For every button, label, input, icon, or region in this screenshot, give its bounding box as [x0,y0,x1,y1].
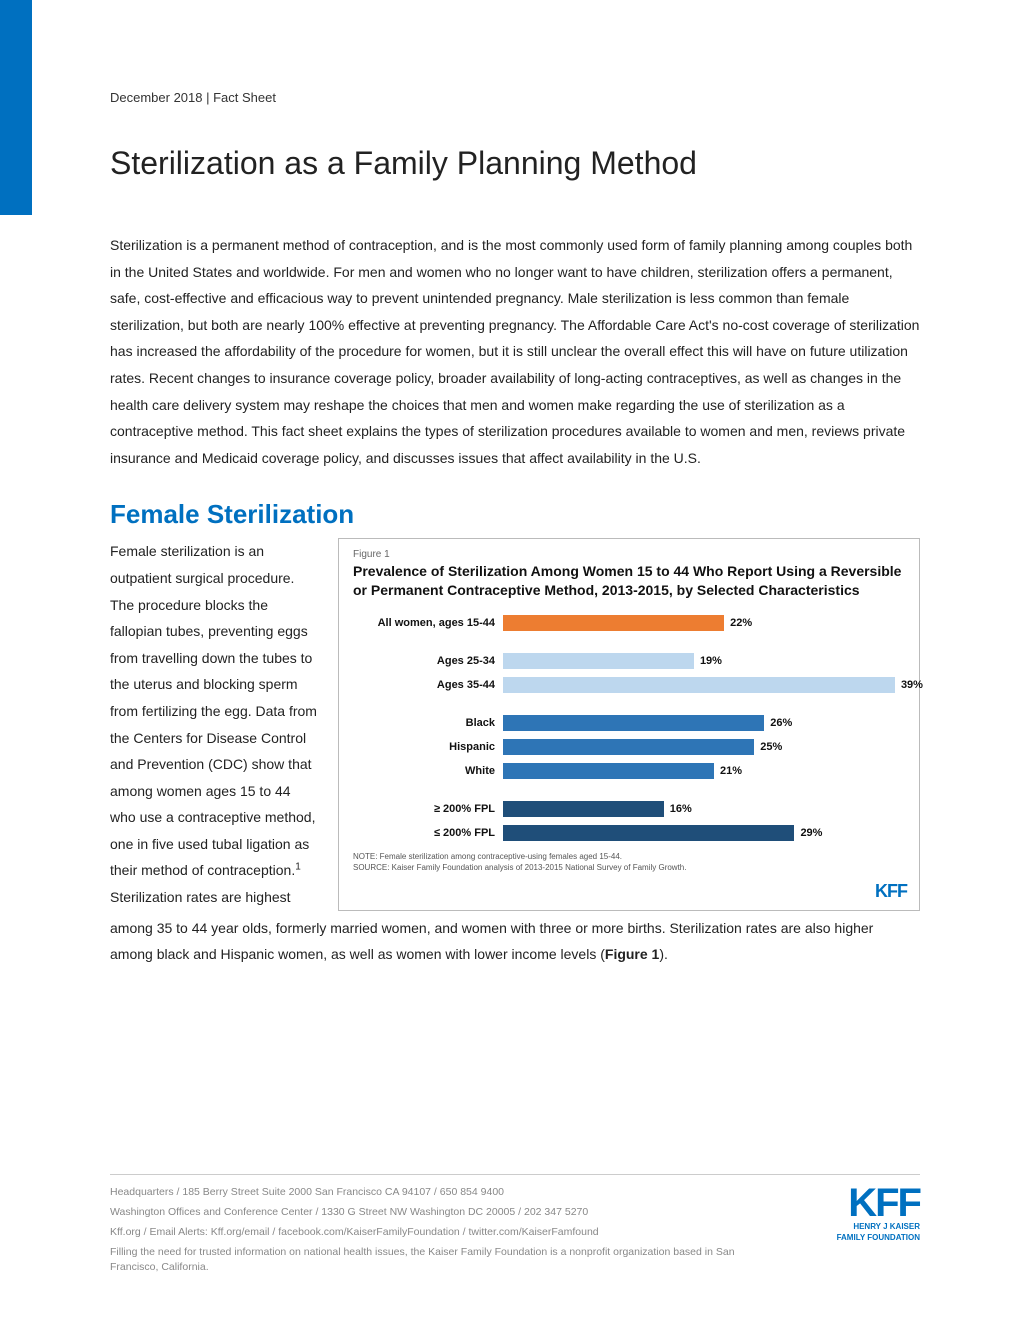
figure-note-line: NOTE: Female sterilization among contrac… [353,852,905,862]
bar-track: 21% [503,763,905,779]
bar-value-label: 19% [694,653,722,669]
section-heading: Female Sterilization [110,499,920,530]
bar-row: Ages 35-4439% [353,676,905,694]
bar-track: 29% [503,825,905,841]
footer-line: Kff.org / Email Alerts: Kff.org/email / … [110,1225,780,1241]
bar-value-label: 26% [764,715,792,731]
bar-label: All women, ages 15-44 [353,617,503,629]
bar-track: 19% [503,653,905,669]
bar-row: ≥ 200% FPL 16% [353,800,905,818]
bar-label: Hispanic [353,741,503,753]
brand-blue-bar [0,0,32,215]
bar-fill [503,763,714,779]
bar-track: 16% [503,801,905,817]
bar-row: White 21% [353,762,905,780]
footer-text: Headquarters / 185 Berry Street Suite 20… [110,1185,780,1280]
figure-1: Figure 1 Prevalence of Sterilization Amo… [338,538,920,910]
kff-logo-subtitle: FAMILY FOUNDATION [800,1234,920,1243]
bar-fill [503,825,794,841]
bar-label: ≤ 200% FPL [353,827,503,839]
bar-track: 39% [503,677,905,693]
bar-label: White [353,765,503,777]
bar-row: All women, ages 15-44 22% [353,614,905,632]
cont-text: among 35 to 44 year olds, formerly marri… [110,920,873,963]
figure-note: NOTE: Female sterilization among contrac… [353,852,905,873]
bar-value-label: 39% [895,677,923,693]
bar-fill [503,801,664,817]
bar-row: Ages 25-34 19% [353,652,905,670]
kff-logo: KFF HENRY J KAISER FAMILY FOUNDATION [800,1185,920,1280]
figure-label: Figure 1 [353,549,905,560]
footer-line: Filling the need for trusted information… [110,1245,780,1277]
figure-title: Prevalence of Sterilization Among Women … [353,562,905,600]
left-text-column: Female sterilization is an outpatient su… [110,538,320,910]
bar-value-label: 16% [664,801,692,817]
page-content: December 2018 | Fact Sheet Sterilization… [110,90,920,968]
footer-line: Headquarters / 185 Berry Street Suite 20… [110,1185,780,1201]
bar-track: 26% [503,715,905,731]
kff-logo-subtitle: HENRY J KAISER [800,1223,920,1232]
intro-paragraph: Sterilization is a permanent method of c… [110,232,920,471]
continuation-paragraph: among 35 to 44 year olds, formerly marri… [110,915,920,968]
bar-value-label: 22% [724,615,752,631]
bar-fill [503,739,754,755]
bar-value-label: 29% [794,825,822,841]
bar-fill [503,715,764,731]
kff-logo-text: KFF [800,1185,920,1221]
bar-label: Ages 35-44 [353,679,503,691]
footer-line: Washington Offices and Conference Center… [110,1205,780,1221]
bar-track: 25% [503,739,905,755]
meta-line: December 2018 | Fact Sheet [110,90,920,105]
bar-label: ≥ 200% FPL [353,803,503,815]
two-column-layout: Female sterilization is an outpatient su… [110,538,920,910]
footnote-ref: 1 [295,862,301,873]
bar-value-label: 21% [714,763,742,779]
page-footer: Headquarters / 185 Berry Street Suite 20… [110,1174,920,1280]
bar-value-label: 25% [754,739,782,755]
bar-fill [503,653,694,669]
left-paragraph: Female sterilization is an outpatient su… [110,543,317,878]
page-title: Sterilization as a Family Planning Metho… [110,145,920,182]
left-paragraph-cont: Sterilization rates are highest [110,889,291,905]
bar-row: ≤ 200% FPL 29% [353,824,905,842]
bar-fill [503,677,895,693]
bar-label: Black [353,717,503,729]
cont-end: ). [659,946,668,962]
bar-row: Black 26% [353,714,905,732]
bar-chart: All women, ages 15-4422%Ages 25-3419%Age… [353,614,905,842]
figure-ref-bold: Figure 1 [605,946,659,962]
bar-label: Ages 25-34 [353,655,503,667]
bar-row: Hispanic 25% [353,738,905,756]
bar-track: 22% [503,615,905,631]
kff-logo-small: KFF [875,881,907,902]
figure-source-line: SOURCE: Kaiser Family Foundation analysi… [353,863,905,873]
bar-fill [503,615,724,631]
